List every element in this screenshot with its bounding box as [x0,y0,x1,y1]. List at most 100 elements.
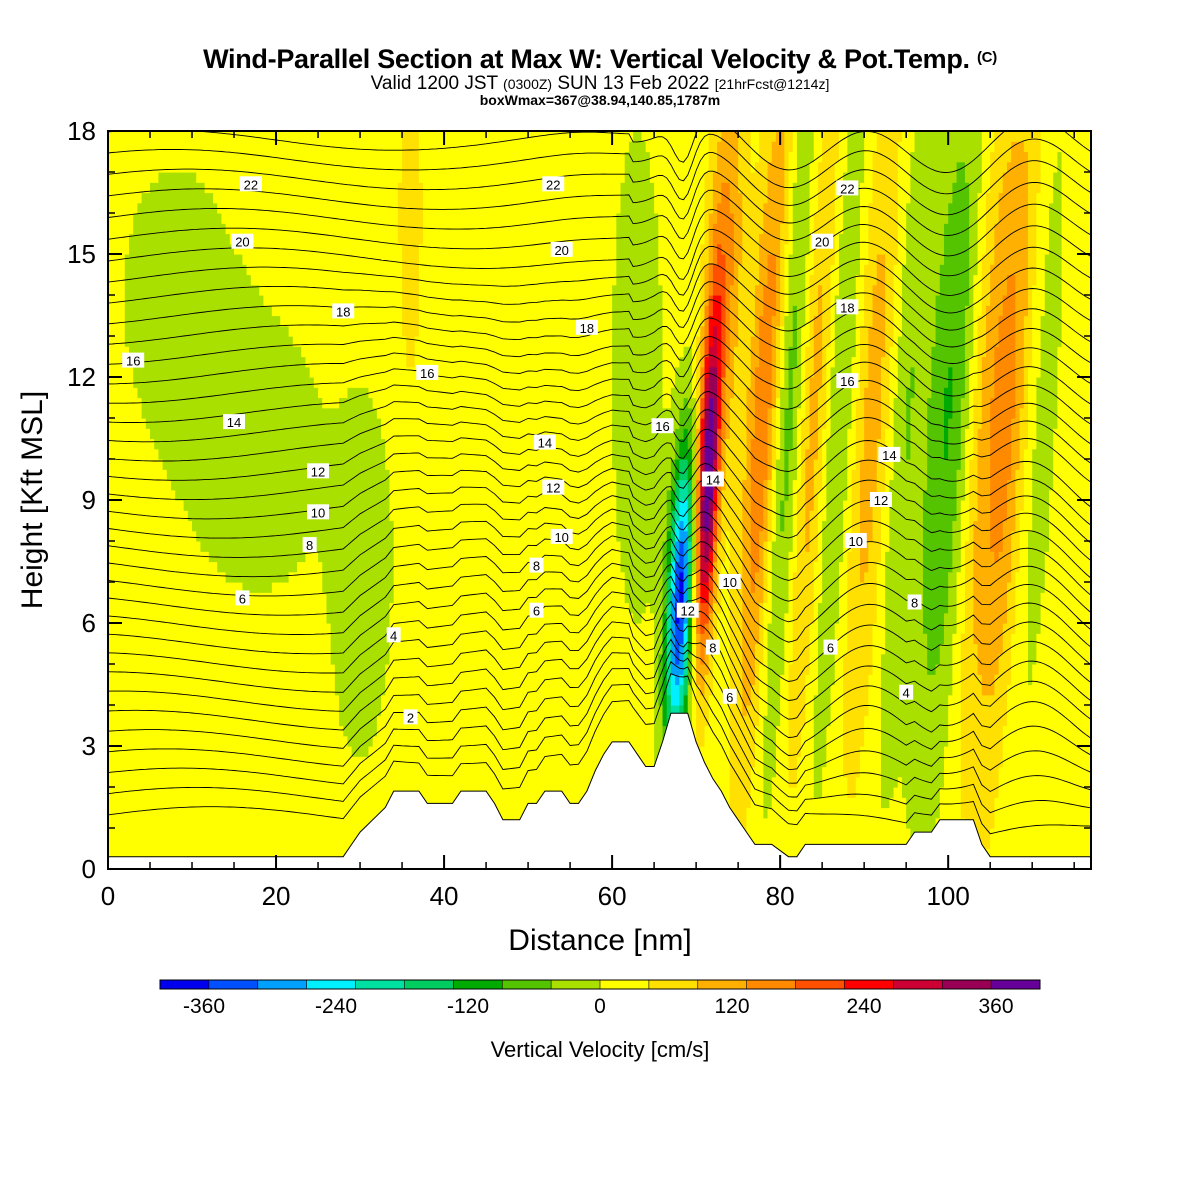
velocity-cell [486,131,491,869]
velocity-cell [721,377,727,440]
velocity-cell [813,131,819,214]
theta-contour-line [108,661,1091,814]
velocity-cell [859,131,865,183]
velocity-cell [788,448,794,552]
velocity-cell [549,131,554,869]
velocity-cell [868,674,874,869]
contour-label-bg [651,418,674,434]
colorbar-label: 120 [714,995,749,1018]
velocity-cell [721,182,727,255]
velocity-cell [1023,315,1029,450]
velocity-cell [187,172,193,522]
velocity-cell [633,623,638,869]
velocity-cell [981,356,987,696]
velocity-cell [809,377,815,511]
velocity-cell [150,131,155,183]
velocity-cell [196,131,202,183]
contour-label-bg [122,352,145,368]
velocity-cell [637,623,643,869]
velocity-cell [901,797,907,869]
velocity-cell [868,541,874,675]
velocity-cell [742,715,748,850]
velocity-cell [712,172,718,224]
velocity-cell [229,131,235,245]
velocity-cell [700,602,706,634]
velocity-cell [792,305,798,368]
velocity-cell [221,571,227,869]
velocity-cell [973,274,979,388]
velocity-cell [859,582,865,747]
velocity-cell [994,223,1000,347]
velocity-cell [935,664,941,819]
velocity-cell [427,131,433,869]
velocity-cell [145,192,151,429]
velocity-cell [763,541,769,604]
velocity-cell [250,131,256,286]
velocity-cell [670,541,676,563]
theta-contour-line [108,409,1091,483]
contour-label-text: 4 [903,686,910,701]
velocity-cell [796,756,802,869]
velocity-cell [910,366,916,399]
velocity-cell [998,192,1004,317]
velocity-cell [360,756,365,869]
velocity-cell [1040,315,1046,593]
theta-contour-line [108,263,1091,331]
velocity-cell [276,315,281,583]
velocity-cell [1002,172,1008,296]
velocity-cell [675,520,680,542]
x-axis-label: Distance [nm] [508,924,691,957]
velocity-cell [259,295,265,593]
velocity-cell [897,776,903,869]
velocity-cell [675,684,680,706]
velocity-cell [297,346,302,563]
velocity-cell [670,459,676,491]
velocity-cell [208,192,214,563]
velocity-cell [830,131,836,265]
velocity-cell [309,551,315,869]
velocity-cell [124,254,130,347]
velocity-cell [1011,131,1016,142]
velocity-cell [922,131,928,491]
x-tick-label: 0 [101,881,115,911]
velocity-cell [381,131,386,440]
velocity-cell [397,243,403,869]
velocity-cell [532,131,538,869]
velocity-cell [691,131,697,399]
velocity-cell [666,694,672,737]
colorbar-swatch [600,980,650,989]
velocity-cell [406,131,412,368]
velocity-cell [675,623,680,665]
contour-label: 18 [575,319,598,336]
velocity-cell [750,592,756,686]
velocity-cell [620,131,626,183]
contour-label-text: 8 [533,559,540,574]
velocity-cell [717,612,722,869]
velocity-cell [351,131,357,388]
velocity-cell [1002,520,1008,624]
velocity-cell [322,131,328,409]
velocity-cell [914,131,920,869]
y-axis-label: Height [Kft MSL] [16,391,49,609]
velocity-cell [229,582,235,869]
colorbar-swatch [257,980,308,989]
velocity-cell [985,192,991,306]
velocity-cell [813,459,819,563]
velocity-cell [431,131,437,869]
velocity-cell [935,295,941,665]
contour-label-bg [869,492,892,507]
contour-label-text: 6 [726,690,733,705]
velocity-cell [708,551,714,573]
velocity-cell [704,561,710,583]
velocity-cell [855,274,861,399]
velocity-cell [805,131,811,255]
velocity-cell [1015,131,1021,142]
velocity-cell [334,694,340,869]
velocity-cell [792,479,798,573]
velocity-cell [124,346,130,869]
contour-label: 14 [223,414,246,430]
velocity-cell [448,131,454,869]
velocity-cell [330,407,336,665]
contour-label-text: 6 [533,604,540,619]
velocity-cell [330,664,336,869]
